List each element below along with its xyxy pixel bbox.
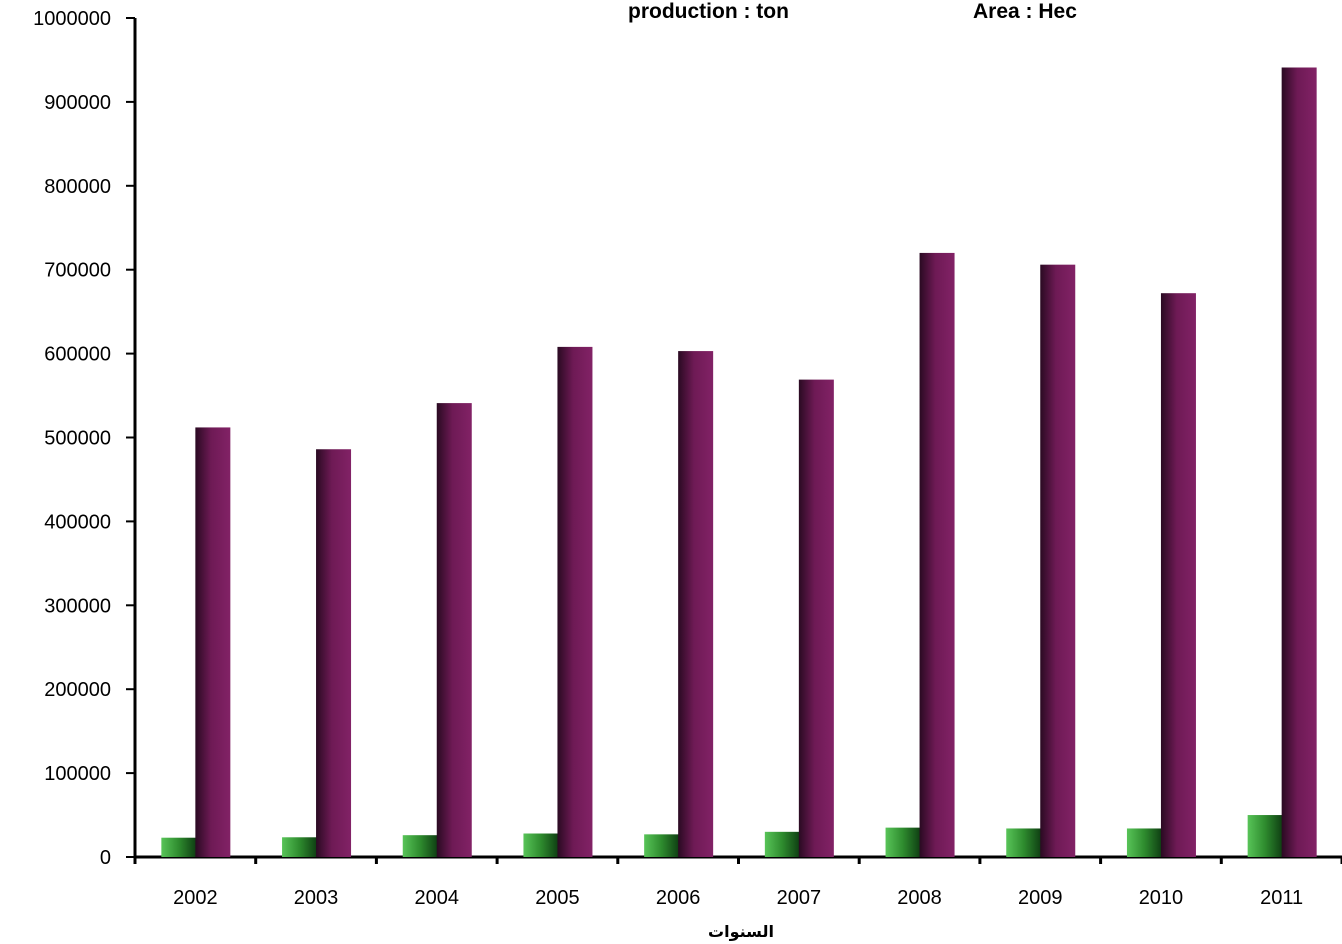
- bar-area-2007: [764, 831, 800, 857]
- bar-production-2002: [195, 427, 231, 857]
- x-tick-label: 2007: [777, 887, 822, 909]
- bar-production-2010: [1160, 293, 1196, 857]
- y-tick-label: 800000: [44, 176, 111, 198]
- y-tick-label: 900000: [44, 92, 111, 114]
- x-tick-label: 2003: [294, 887, 339, 909]
- x-tick-label: 2004: [415, 887, 460, 909]
- bar-production-2011: [1281, 67, 1317, 858]
- bar-area-2003: [282, 837, 318, 857]
- bar-production-2006: [678, 351, 714, 857]
- bar-production-2003: [316, 449, 352, 857]
- bar-area-2006: [644, 834, 680, 857]
- bar-production-2005: [557, 346, 593, 857]
- legend: production : ton Area : Hec: [628, 0, 1077, 23]
- bar-area-2002: [161, 837, 197, 857]
- y-tick-label: 200000: [44, 679, 111, 701]
- bar-production-2007: [798, 379, 834, 857]
- y-tick-label: 400000: [44, 511, 111, 533]
- bar-area-2011: [1247, 815, 1283, 857]
- x-tick-label: 2011: [1260, 887, 1303, 909]
- y-tick-label: 100000: [44, 763, 111, 785]
- legend-item-production: production : ton: [628, 0, 789, 23]
- bar-area-2010: [1126, 828, 1162, 857]
- bars: [161, 67, 1317, 858]
- x-tick-label: 2002: [173, 887, 218, 909]
- bar-area-2009: [1006, 828, 1042, 857]
- legend-item-area: Area : Hec: [973, 0, 1077, 23]
- bar-production-2008: [919, 252, 955, 858]
- y-tick-label: 700000: [44, 260, 111, 282]
- x-axis-title: السنوات: [708, 922, 774, 941]
- x-tick-label: 2006: [656, 887, 701, 909]
- bar-production-2009: [1040, 264, 1076, 857]
- y-tick-label: 500000: [44, 428, 111, 450]
- x-tick-label: 2010: [1139, 887, 1184, 909]
- y-tick-label: 1000000: [33, 8, 111, 30]
- bar-area-2008: [885, 827, 921, 857]
- y-tick-label: 300000: [44, 595, 111, 617]
- bar-production-2004: [436, 403, 472, 857]
- x-tick-label: 2008: [897, 887, 942, 909]
- x-axis: 2002 2003 2004 2005 2006 2007 2008 2009 2010 2011: [133, 855, 1342, 909]
- x-tick-label: 2005: [535, 887, 580, 909]
- y-tick-label: 0: [100, 847, 111, 869]
- y-axis: 0 100000 200000 300000 400000 500000 600000 700…: [33, 8, 137, 869]
- x-tick-label: 2009: [1018, 887, 1063, 909]
- bar-area-2004: [402, 835, 438, 857]
- y-tick-label: 600000: [44, 344, 111, 366]
- bar-area-2005: [523, 833, 559, 857]
